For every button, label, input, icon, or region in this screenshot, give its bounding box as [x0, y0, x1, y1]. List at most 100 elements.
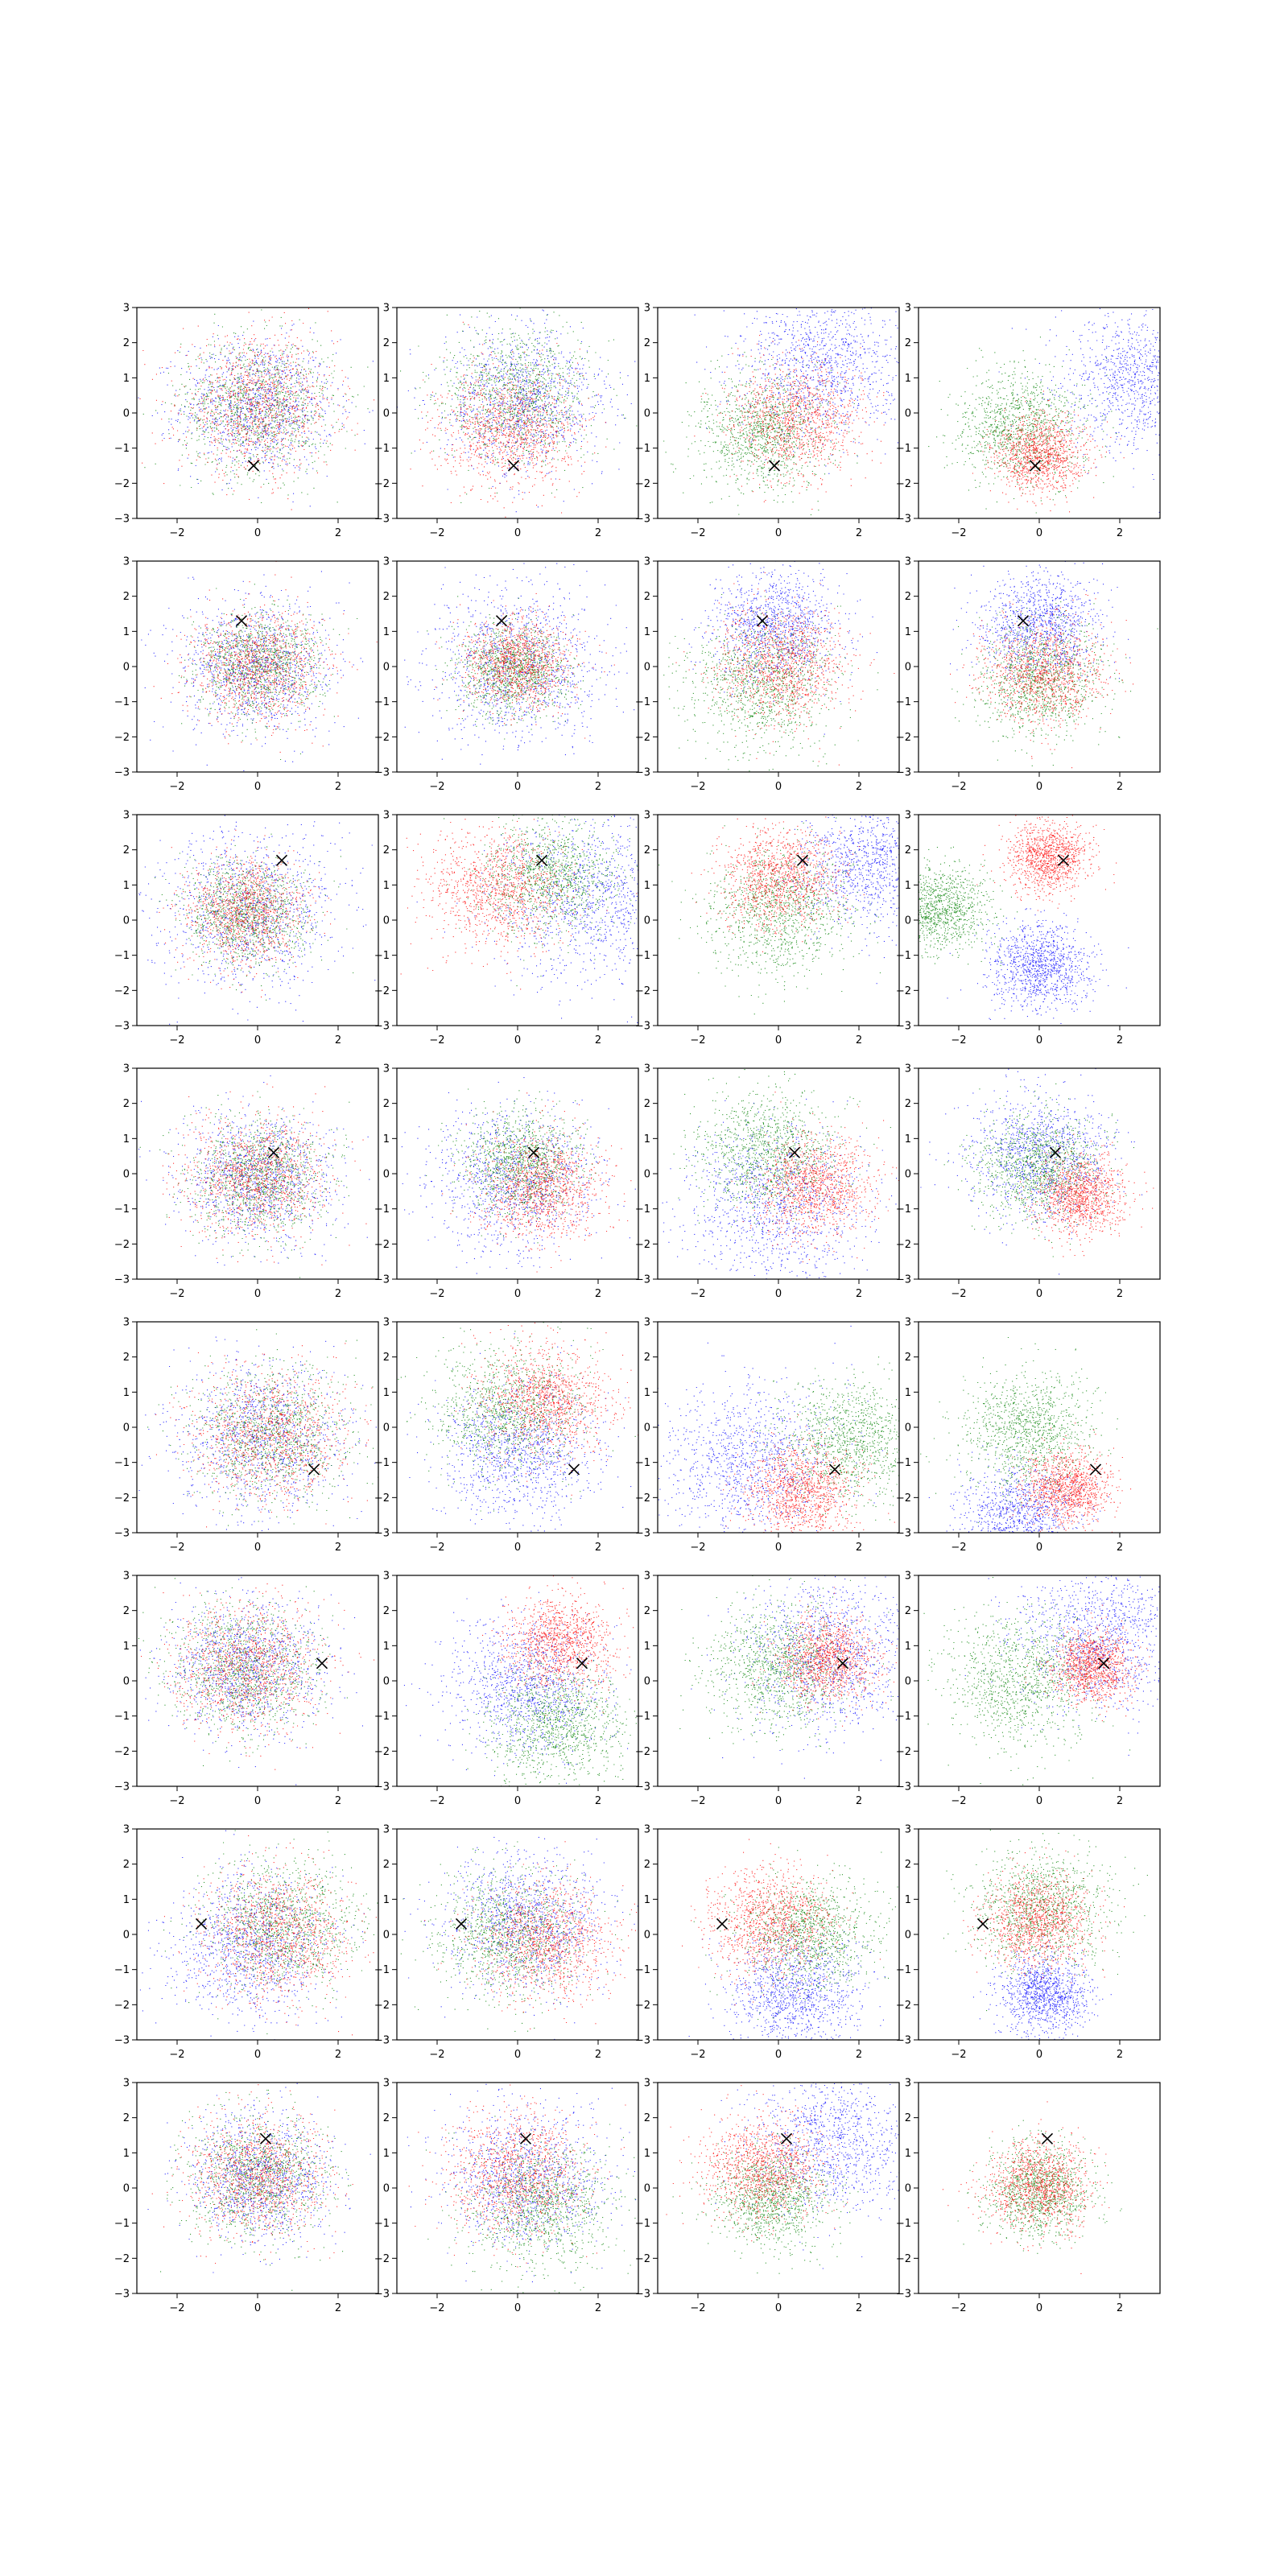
y-tick-label: 0 [383, 1422, 390, 1435]
y-tick-label: 0 [644, 1169, 650, 1181]
x-tick-label: −2 [169, 781, 184, 793]
y-tick-label: 2 [644, 337, 650, 349]
axes-frame [657, 1067, 900, 1280]
x-tick-label: 2 [595, 2302, 601, 2314]
target-marker [455, 1918, 468, 1930]
y-tick-label: −2 [635, 1492, 650, 1505]
x-tick-label: 2 [1117, 781, 1123, 793]
y-tick-label: 2 [123, 2112, 130, 2124]
y-tick-label: −3 [374, 2289, 390, 2301]
y-tick-label: −2 [374, 2253, 390, 2265]
y-tick-label: −2 [374, 478, 390, 490]
y-tick-label: −1 [896, 2218, 911, 2230]
y-tick-label: 3 [644, 1824, 650, 1836]
scatter-points [138, 1329, 378, 1533]
scatter-points [919, 815, 1129, 1025]
x-tick-label: 0 [1036, 527, 1042, 539]
y-tick-label: 3 [123, 2078, 130, 2090]
y-tick-label: 0 [383, 408, 390, 420]
target-marker [316, 1657, 328, 1670]
y-tick-label: 3 [644, 1571, 650, 1583]
y-tick-label: −2 [374, 1239, 390, 1251]
series-red-points [159, 829, 332, 997]
series-blue-points [928, 1437, 1109, 1533]
x-tick-label: 2 [856, 1288, 862, 1300]
x-tick-label: 2 [335, 1795, 341, 1807]
scatter-points [666, 2083, 899, 2274]
series-red-points [408, 2084, 626, 2268]
target-marker [780, 2132, 793, 2145]
series-green-points [426, 1088, 599, 1244]
x-tick-label: −2 [169, 2302, 184, 2314]
y-tick-label: −1 [896, 696, 911, 708]
y-tick-label: 3 [905, 1571, 911, 1583]
y-tick-label: −2 [114, 2253, 130, 2265]
y-tick-label: 3 [383, 556, 390, 568]
x-tick-label: 2 [1117, 527, 1123, 539]
y-tick-label: −3 [896, 1021, 911, 1033]
y-tick-label: −1 [114, 1964, 130, 1976]
y-tick-label: 2 [644, 1859, 650, 1871]
series-red-points [731, 1092, 899, 1263]
scatter-points [950, 561, 1158, 769]
series-red-points [1025, 1604, 1150, 1722]
y-tick-label: 1 [123, 1133, 130, 1146]
y-tick-label: 3 [905, 556, 911, 568]
x-tick-label: 2 [1117, 1542, 1123, 1554]
axes-frame [657, 560, 900, 773]
y-tick-label: 0 [905, 662, 911, 674]
target-marker [519, 2132, 532, 2145]
x-tick-label: 2 [595, 781, 601, 793]
series-red-points [155, 1343, 373, 1528]
y-tick-label: 0 [123, 662, 130, 674]
x-tick-label: 2 [1117, 2049, 1123, 2061]
y-tick-label: 1 [905, 626, 911, 638]
y-tick-label: −3 [896, 2289, 911, 2301]
series-green-points [155, 833, 354, 1001]
series-red-points [455, 1322, 638, 1496]
series-green-points [740, 1356, 899, 1521]
series-red-points [972, 390, 1125, 513]
x-tick-label: 0 [254, 781, 261, 793]
target-marker [259, 2132, 272, 2145]
series-blue-points [998, 308, 1160, 513]
y-tick-label: −2 [635, 1746, 650, 1758]
subplot-r6-c4: −2 0 2 −3 −2 −1 0 1 2 3 [896, 1571, 1161, 1807]
series-red-points [424, 1841, 638, 2029]
scatter-points [943, 1829, 1148, 2040]
target-marker [788, 1146, 801, 1158]
y-tick-label: −2 [114, 1746, 130, 1758]
y-tick-label: −1 [635, 2218, 650, 2230]
axes-frame [396, 1575, 639, 1787]
y-tick-label: 0 [644, 1422, 650, 1435]
scatter-points [663, 561, 895, 772]
y-tick-label: −2 [635, 985, 650, 997]
y-tick-label: −3 [635, 514, 650, 526]
x-tick-label: 0 [514, 2302, 521, 2314]
y-tick-label: 1 [123, 1894, 130, 1906]
y-tick-label: −2 [896, 1492, 911, 1505]
scatter-points [138, 1075, 370, 1278]
x-tick-label: 2 [595, 1542, 601, 1554]
y-tick-label: −1 [896, 1203, 911, 1216]
series-blue-points [147, 2083, 371, 2273]
scatter-points [920, 1336, 1132, 1533]
subplot-r8-c2: −2 0 2 −3 −2 −1 0 1 2 3 [374, 2078, 639, 2314]
y-tick-label: 2 [123, 1352, 130, 1364]
series-blue-points [688, 1918, 886, 2040]
y-tick-label: −3 [114, 1781, 130, 1794]
x-tick-label: 0 [775, 1288, 782, 1300]
y-tick-label: −3 [635, 2035, 650, 2047]
target-marker [507, 460, 520, 472]
x-tick-label: −2 [429, 1795, 444, 1807]
y-tick-label: −3 [635, 1021, 650, 1033]
y-tick-label: −2 [374, 2000, 390, 2012]
series-red-points [691, 816, 865, 952]
x-tick-label: 0 [254, 1542, 261, 1554]
scatter-points [404, 563, 635, 772]
y-tick-label: −1 [635, 696, 650, 708]
x-tick-label: −2 [690, 1795, 705, 1807]
y-tick-label: 1 [905, 2148, 911, 2160]
target-marker [235, 615, 248, 627]
